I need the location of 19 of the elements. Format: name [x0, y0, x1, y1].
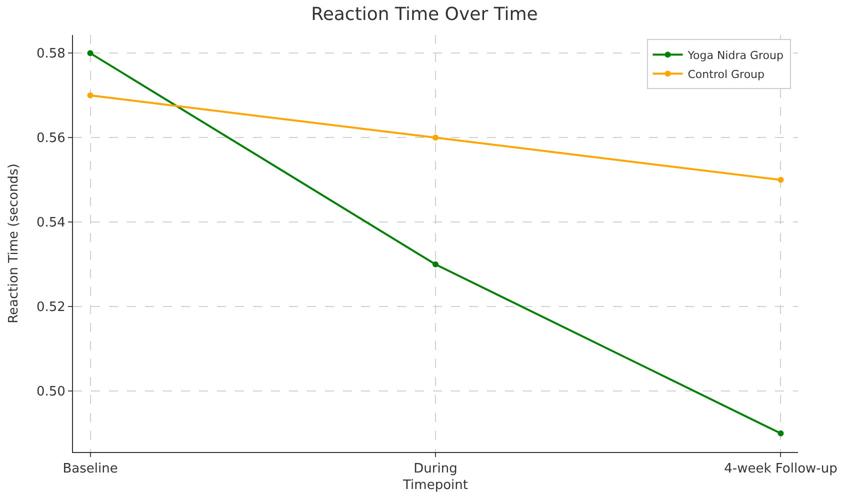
point: [432, 134, 438, 141]
y-tick-label: 0.58: [36, 46, 66, 62]
chart-title: Reaction Time Over Time: [311, 4, 538, 26]
x-tick-label: During: [414, 462, 458, 477]
y-tick-label: 0.50: [36, 384, 66, 400]
point: [432, 261, 438, 268]
x-axis-title: Timepoint: [402, 478, 468, 494]
x-tick-label: Baseline: [62, 462, 118, 477]
y-tick-label: 0.56: [36, 131, 66, 146]
point: [87, 92, 94, 98]
x-tick-label: 4-week Follow-up: [724, 462, 838, 477]
y-axis-title: Reaction Time (seconds): [6, 164, 22, 324]
point: [778, 176, 784, 183]
y-tick-label: 0.54: [36, 216, 66, 231]
point: [778, 430, 784, 436]
legend-label: Control Group: [688, 68, 765, 81]
point: [87, 50, 94, 56]
y-tick-label: 0.52: [36, 300, 66, 316]
legend-label: Yoga Nidra Group: [686, 48, 784, 62]
